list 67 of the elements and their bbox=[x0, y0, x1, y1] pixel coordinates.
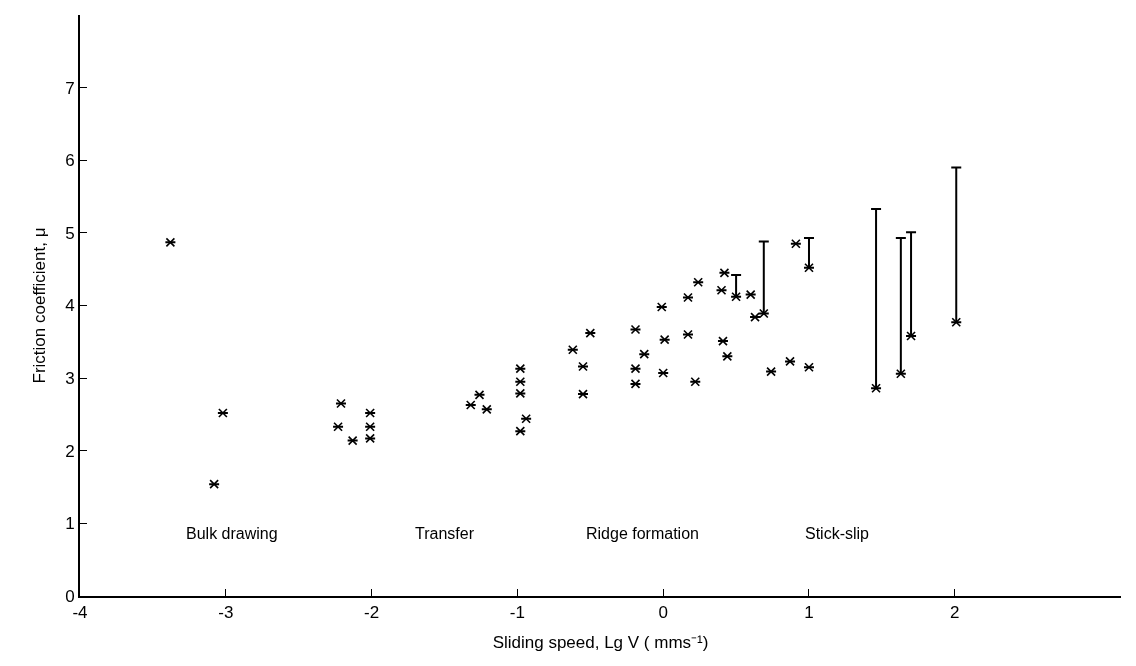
y-tick-label: 7 bbox=[65, 78, 75, 98]
y-axis-title: Friction coefficient, μ bbox=[30, 227, 50, 384]
point bbox=[568, 345, 578, 355]
y-tick-label: 0 bbox=[65, 586, 75, 606]
y-tick-label: 2 bbox=[65, 441, 75, 461]
point bbox=[521, 414, 531, 424]
point bbox=[209, 479, 219, 489]
x-tick-label: -4 bbox=[72, 603, 88, 623]
point bbox=[804, 362, 814, 373]
point bbox=[804, 262, 814, 273]
x-tick-label: 2 bbox=[950, 603, 960, 623]
point bbox=[722, 351, 733, 362]
point bbox=[659, 334, 670, 345]
point bbox=[690, 376, 701, 387]
point bbox=[333, 421, 343, 432]
point bbox=[465, 400, 476, 410]
point bbox=[218, 408, 228, 418]
point bbox=[951, 317, 962, 327]
point bbox=[365, 421, 375, 432]
x-tick-label: -3 bbox=[218, 603, 234, 623]
point bbox=[515, 363, 526, 374]
point bbox=[896, 368, 906, 379]
point bbox=[766, 366, 776, 377]
point bbox=[731, 291, 741, 302]
point bbox=[785, 356, 795, 367]
point bbox=[585, 328, 596, 338]
point bbox=[515, 376, 526, 387]
x-axis-title: Sliding speed, Lg V ( mms⁻¹) bbox=[492, 633, 709, 653]
point bbox=[906, 331, 916, 341]
point bbox=[365, 433, 375, 444]
point bbox=[658, 368, 668, 378]
annotation: Bulk drawing bbox=[186, 525, 278, 542]
point bbox=[630, 363, 641, 374]
y-tick-label: 6 bbox=[65, 151, 75, 171]
x-tick-label: -2 bbox=[364, 603, 380, 623]
point bbox=[336, 398, 346, 409]
y-tick-label: 4 bbox=[65, 296, 75, 316]
point bbox=[716, 285, 727, 296]
point bbox=[474, 390, 485, 400]
point bbox=[578, 361, 588, 372]
point bbox=[515, 388, 526, 399]
point bbox=[347, 435, 358, 446]
point bbox=[656, 302, 667, 312]
point bbox=[791, 238, 801, 249]
point bbox=[365, 408, 375, 418]
annotation: Stick-slip bbox=[805, 525, 870, 542]
x-tick-label: 0 bbox=[658, 603, 668, 623]
point bbox=[630, 324, 641, 335]
point bbox=[718, 336, 728, 346]
x-tick-label: 1 bbox=[804, 603, 814, 623]
annotation: Transfer bbox=[415, 525, 475, 542]
y-tick-label: 5 bbox=[65, 223, 75, 243]
point bbox=[630, 379, 641, 389]
y-tick-label: 1 bbox=[65, 514, 75, 534]
point bbox=[693, 277, 703, 288]
point bbox=[683, 292, 693, 303]
y-tick-label: 3 bbox=[65, 369, 75, 389]
point bbox=[481, 404, 492, 415]
point bbox=[745, 289, 756, 300]
point bbox=[578, 389, 588, 399]
point bbox=[871, 383, 881, 394]
point bbox=[683, 329, 693, 340]
point bbox=[639, 349, 650, 359]
x-tick-label: -1 bbox=[509, 603, 525, 623]
point bbox=[165, 237, 176, 248]
annotation: Ridge formation bbox=[586, 525, 699, 542]
point bbox=[515, 426, 526, 436]
